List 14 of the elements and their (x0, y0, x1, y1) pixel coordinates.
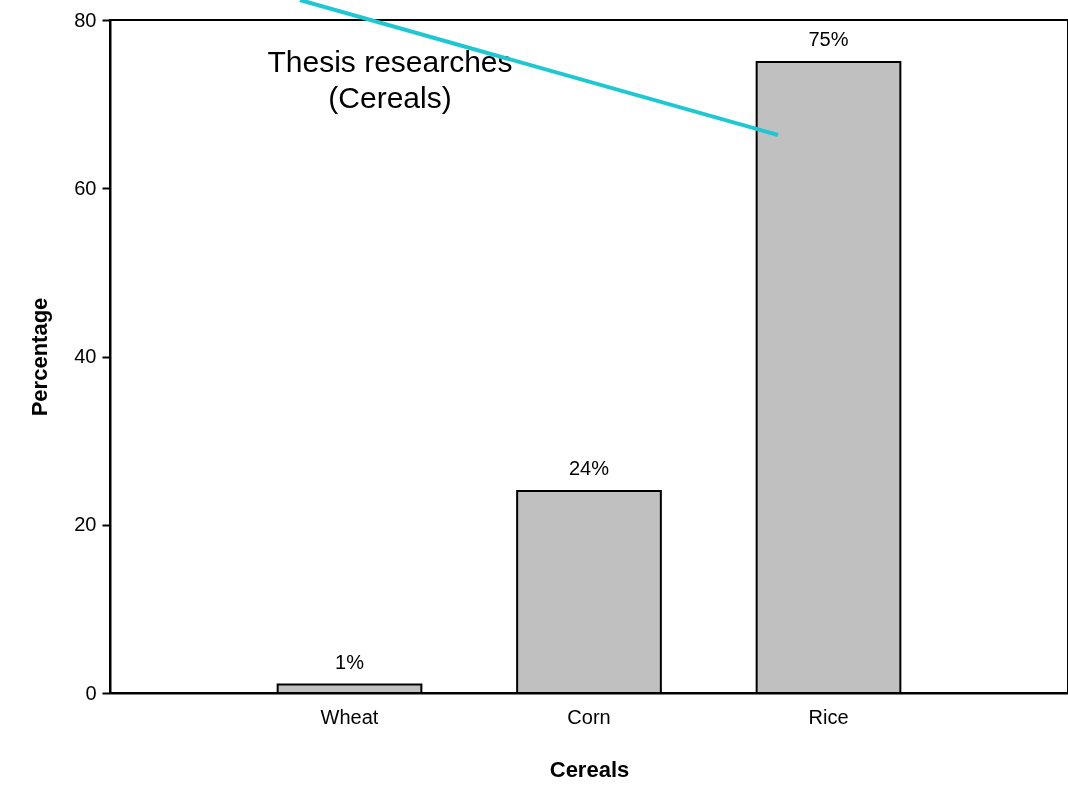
data-label: 24% (568, 457, 610, 480)
data-label: 1% (335, 650, 365, 673)
x-tick-label: Rice (808, 705, 849, 728)
y-tick-label: 40 (74, 345, 97, 367)
data-label: 75% (808, 28, 849, 51)
x-tick-label: Wheat (320, 705, 379, 728)
annotation: Thesis researches (Cereals) (267, 45, 513, 114)
x-axis-title: Cereals (549, 756, 630, 782)
y-tick-label: 20 (74, 513, 97, 536)
y-tick-label: 0 (85, 681, 97, 704)
y-tick-label: 60 (74, 176, 97, 199)
x-tick-label: Corn (567, 705, 611, 728)
y-axis-title: Percentage (27, 297, 53, 417)
y-tick-label: 80 (74, 8, 97, 31)
